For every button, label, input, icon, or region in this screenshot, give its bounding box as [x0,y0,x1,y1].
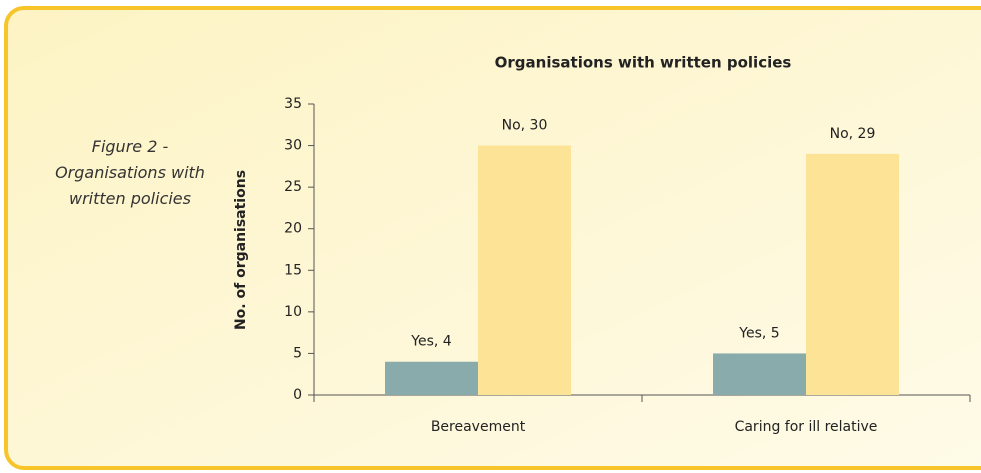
y-tick-label: 25 [284,179,302,195]
bar [806,153,899,395]
y-tick-label: 30 [284,138,302,154]
data-label: Yes, 4 [410,334,452,350]
x-tick-label: Caring for ill relative [735,419,878,435]
y-tick-label: 5 [293,345,302,361]
bar [385,361,478,395]
y-tick-label: 15 [284,262,302,278]
y-tick-label: 20 [284,221,302,237]
data-label: Yes, 5 [738,325,779,341]
y-axis-label: No. of organisations [233,170,249,330]
chart-title: Organisations with written policies [495,54,792,72]
data-label: No, 30 [502,118,548,134]
x-tick-label: Bereavement [431,419,526,435]
bar [713,353,806,395]
bar [478,145,571,395]
figure-caption: Figure 2 - Organisations with written po… [55,137,205,208]
y-tick-label: 10 [284,304,302,320]
data-label: No, 29 [830,126,876,142]
y-tick-label: 35 [284,96,302,112]
y-tick-label: 0 [293,387,302,403]
